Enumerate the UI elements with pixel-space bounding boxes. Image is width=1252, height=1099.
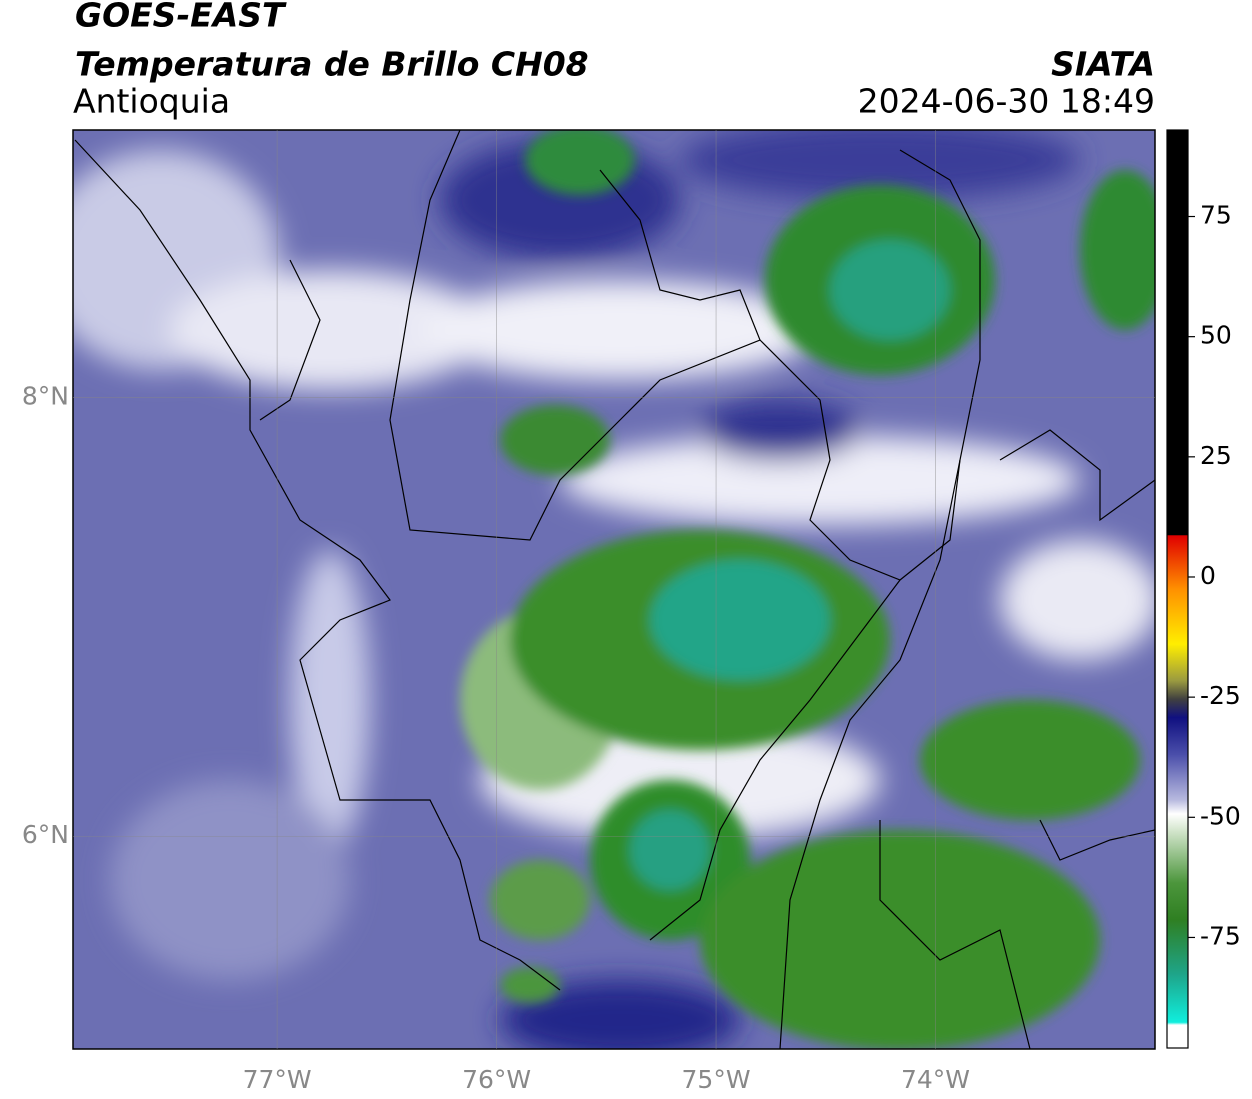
colorbar-tick-label: -25 [1200, 681, 1241, 710]
colorbar-tick-label: -50 [1200, 801, 1241, 830]
subtitle: Temperatura de Brillo CH08 [75, 45, 589, 84]
colorbar-tick-label: 25 [1200, 441, 1232, 470]
region: Antioquia [73, 82, 230, 121]
x-tick-label: 75°W [682, 1065, 751, 1094]
colorbar-tick-label: -75 [1200, 921, 1241, 950]
x-tick-label: 74°W [901, 1065, 970, 1094]
colorbar-tick-label: 50 [1200, 321, 1232, 350]
source: SIATA [1051, 45, 1155, 84]
colorbar-tick-label: 75 [1200, 201, 1232, 230]
title: GOES-EAST [75, 0, 287, 35]
colorbar [1166, 129, 1189, 1049]
x-tick-label: 77°W [243, 1065, 312, 1094]
y-tick-label: 8°N [22, 382, 69, 411]
x-tick-label: 76°W [462, 1065, 531, 1094]
y-tick-label: 6°N [22, 820, 69, 849]
colorbar-tick-label: 0 [1200, 561, 1216, 590]
map-frame [72, 129, 1156, 1050]
datetime: 2024-06-30 18:49 [858, 82, 1155, 121]
satellite-image [73, 130, 1155, 1049]
